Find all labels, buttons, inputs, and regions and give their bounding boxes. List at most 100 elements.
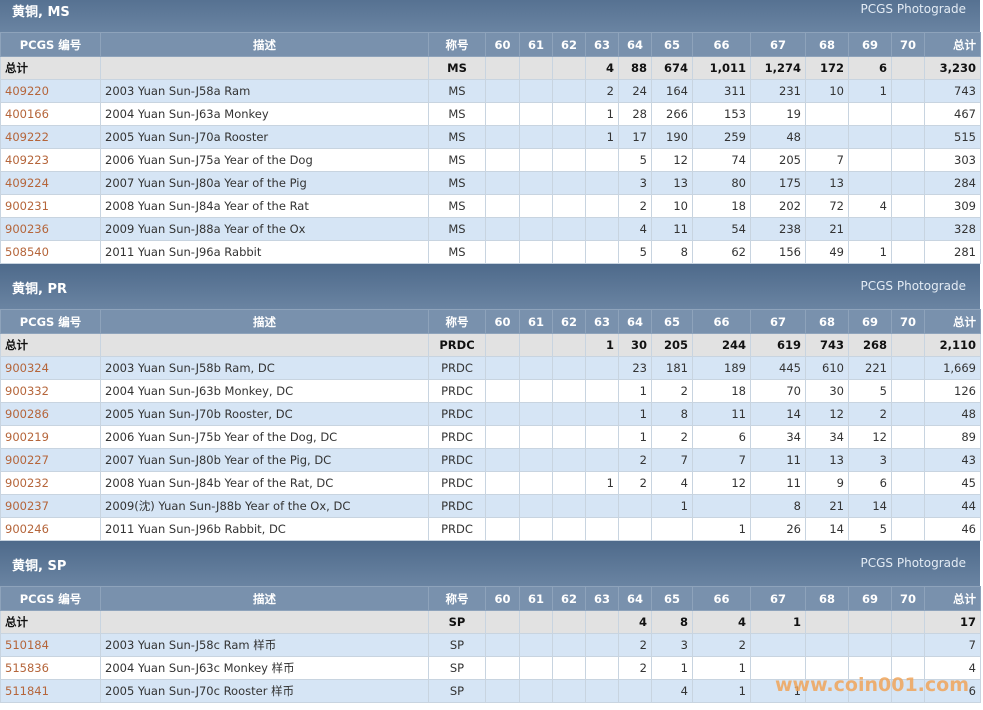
cell <box>891 425 925 449</box>
cell: 描述 <box>100 32 429 57</box>
cell: 67 <box>750 586 806 611</box>
cell: 12 <box>692 471 751 495</box>
cell: 9 <box>805 471 849 495</box>
coin-id-link[interactable]: 900236 <box>5 222 49 236</box>
watermark: www.coin001.com <box>774 674 969 696</box>
cell: SP <box>428 679 486 703</box>
cell: 2 <box>618 656 652 680</box>
coin-id-link[interactable]: 508540 <box>5 245 49 259</box>
cell <box>485 679 520 703</box>
cell: 1 <box>585 471 619 495</box>
cell: 总计 <box>924 309 981 334</box>
cell: 65 <box>651 32 693 57</box>
coin-id-link[interactable]: 511841 <box>5 684 49 698</box>
cell <box>552 633 586 657</box>
cell: MS <box>428 217 486 241</box>
coin-id-link[interactable]: 900332 <box>5 384 49 398</box>
cell: 4 <box>924 656 981 680</box>
cell: 7 <box>651 448 693 472</box>
coin-id-link[interactable]: 900227 <box>5 453 49 467</box>
cell <box>552 356 586 380</box>
cell <box>485 217 520 241</box>
coin-id-link[interactable]: 900237 <box>5 499 49 513</box>
coin-row: 409224 2007 Yuan Sun-J80a Year of the Pig… <box>0 171 981 195</box>
cell <box>891 79 925 103</box>
cell: 284 <box>924 171 981 195</box>
coin-id-link[interactable]: 900231 <box>5 199 49 213</box>
coin-id-link[interactable]: 900219 <box>5 430 49 444</box>
cell: 900237 <box>0 494 101 518</box>
cell <box>848 148 892 172</box>
cell <box>848 102 892 126</box>
cell <box>485 125 520 149</box>
cell: 164 <box>651 79 693 103</box>
coin-id-link[interactable]: 409224 <box>5 176 49 190</box>
cell <box>485 240 520 264</box>
coin-id-link[interactable]: 900324 <box>5 361 49 375</box>
cell <box>891 517 925 541</box>
cell: PRDC <box>428 379 486 403</box>
cell <box>519 494 553 518</box>
cell: 总计 <box>0 610 101 634</box>
cell <box>585 148 619 172</box>
column-header: PCGS 编号 描述 称号 60 61 62 63 64 65 66 67 68 69 70 总计 <box>0 32 981 57</box>
cell <box>891 494 925 518</box>
cell: 2004 Yuan Sun-J63b Monkey, DC <box>100 379 429 403</box>
coin-id-link[interactable]: 515836 <box>5 661 49 675</box>
cell <box>519 356 553 380</box>
coin-id-link[interactable]: 900286 <box>5 407 49 421</box>
cell: 619 <box>750 333 806 357</box>
cell: 6 <box>692 425 751 449</box>
coin-row: 511841 2005 Yuan Sun-J70c Rooster 样币 SP 4 1 1… <box>0 679 981 703</box>
cell: 900246 <box>0 517 101 541</box>
cell <box>485 633 520 657</box>
cell <box>552 125 586 149</box>
cell: 48 <box>750 125 806 149</box>
cell: 13 <box>805 171 849 195</box>
cell: 18 <box>692 379 751 403</box>
coin-id-link[interactable]: 409220 <box>5 84 49 98</box>
coin-row: 900324 2003 Yuan Sun-J58b Ram, DC PRDC 23 18… <box>0 356 981 380</box>
coin-row: 409223 2006 Yuan Sun-J75a Year of the Dog… <box>0 148 981 172</box>
coin-row: 515836 2004 Yuan Sun-J63c Monkey 样币 SP 2 1 1 4 <box>0 656 981 680</box>
coin-id-link[interactable]: 409222 <box>5 130 49 144</box>
cell: 2007 Yuan Sun-J80b Year of the Pig, DC <box>100 448 429 472</box>
cell: 2008 Yuan Sun-J84a Year of the Rat <box>100 194 429 218</box>
cell: 70 <box>891 586 925 611</box>
cell: 12 <box>805 402 849 426</box>
total-row: 总计 MS 4 88 674 1,011 1,274 172 6 3,230 <box>0 56 981 80</box>
cell <box>750 656 806 680</box>
cell: 4 <box>692 610 751 634</box>
cell: PRDC <box>428 356 486 380</box>
coin-id-link[interactable]: 900232 <box>5 476 49 490</box>
cell: PRDC <box>428 425 486 449</box>
photograde-link[interactable]: PCGS Photograde <box>860 2 966 16</box>
cell: 称号 <box>428 586 486 611</box>
photograde-link[interactable]: PCGS Photograde <box>860 556 966 570</box>
coin-id-link[interactable]: 409223 <box>5 153 49 167</box>
coin-id-link[interactable]: 510184 <box>5 638 49 652</box>
cell: SP <box>428 610 486 634</box>
cell <box>805 102 849 126</box>
cell: 1,274 <box>750 56 806 80</box>
coin-id-link[interactable]: 400166 <box>5 107 49 121</box>
cell: 467 <box>924 102 981 126</box>
cell <box>485 448 520 472</box>
cell <box>805 125 849 149</box>
photograde-link[interactable]: PCGS Photograde <box>860 279 966 293</box>
cell <box>519 217 553 241</box>
cell: 1 <box>618 425 652 449</box>
cell <box>891 379 925 403</box>
coin-row: 900219 2006 Yuan Sun-J75b Year of the Dog… <box>0 425 981 449</box>
cell: 65 <box>651 586 693 611</box>
coin-id-link[interactable]: 900246 <box>5 522 49 536</box>
cell: 1 <box>848 240 892 264</box>
cell: 69 <box>848 586 892 611</box>
cell <box>485 494 520 518</box>
cell <box>485 517 520 541</box>
cell: 445 <box>750 356 806 380</box>
cell: 409222 <box>0 125 101 149</box>
cell: 描述 <box>100 309 429 334</box>
cell: SP <box>428 656 486 680</box>
cell: 12 <box>651 148 693 172</box>
